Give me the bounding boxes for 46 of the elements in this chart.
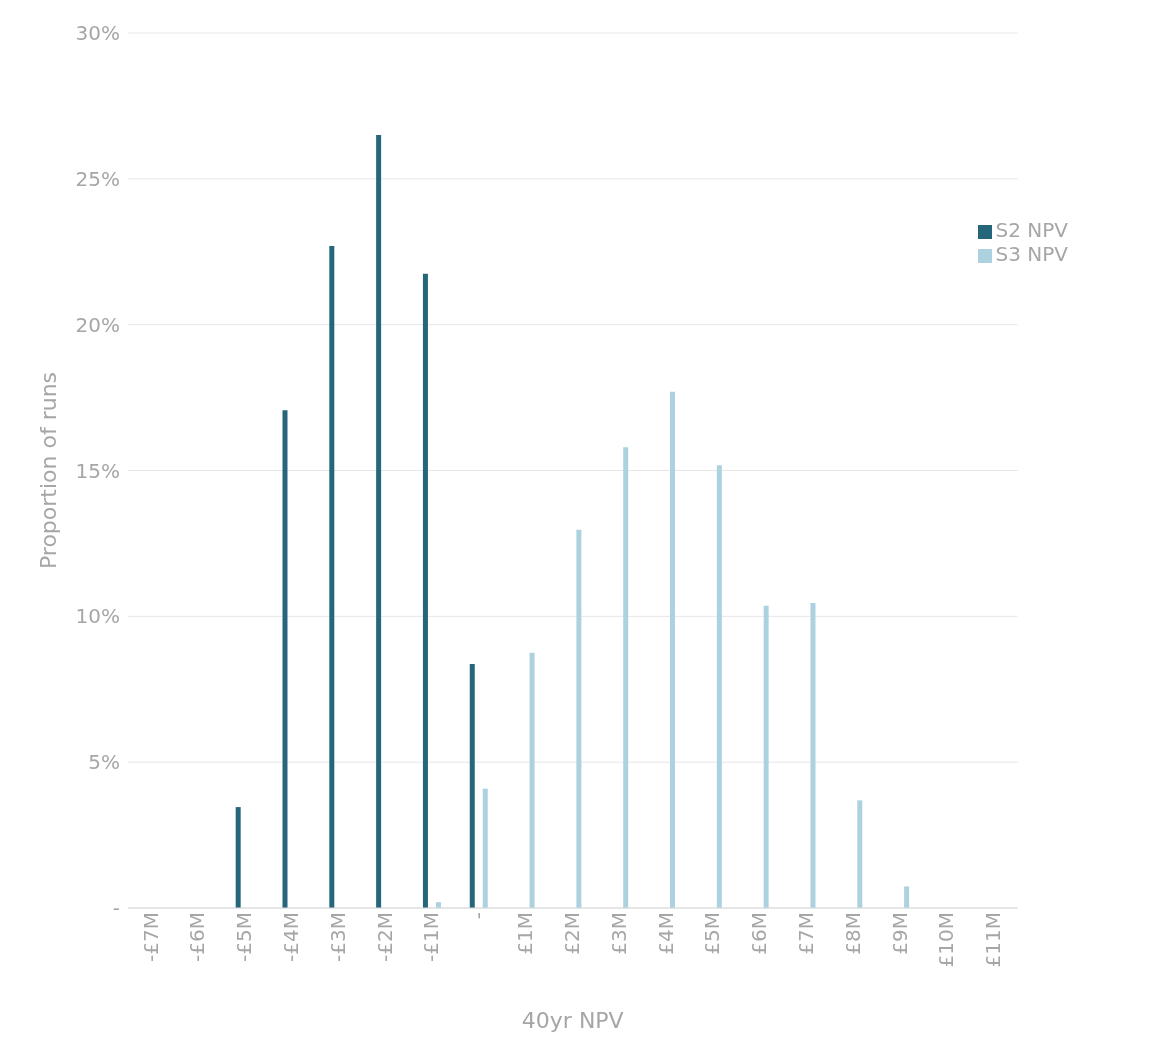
x-tick-label: -£1M [419, 912, 444, 962]
x-tick-label: £3M [606, 912, 631, 955]
bar [235, 807, 241, 908]
legend-label: S2 NPV [995, 218, 1068, 242]
bar [482, 788, 488, 908]
y-tick-label: 25% [75, 166, 120, 191]
x-tick-label: -£3M [325, 912, 350, 962]
bar [329, 245, 335, 908]
x-tick-label: -£4M [279, 912, 304, 962]
bar [529, 652, 535, 908]
y-tick-label: - [112, 896, 120, 921]
bar [670, 391, 676, 908]
y-tick-label: 10% [75, 604, 120, 629]
x-tick-label: -£6M [185, 912, 210, 962]
bar [904, 886, 910, 908]
x-tick-label: -£7M [138, 912, 163, 962]
bar [376, 135, 382, 908]
x-tick-label: £8M [840, 912, 865, 955]
x-tick-label: £4M [653, 912, 678, 955]
bar [576, 529, 582, 908]
x-axis-title: 40yr NPV [521, 1008, 624, 1033]
x-tick-label: £6M [747, 912, 772, 955]
y-tick-label: 15% [75, 458, 120, 483]
bar [763, 605, 769, 908]
bar [716, 465, 722, 908]
x-tick-label: £11M [981, 912, 1006, 968]
x-tick-label: - [466, 912, 491, 920]
x-tick-label: £5M [700, 912, 725, 955]
x-tick-label: £7M [794, 912, 819, 955]
y-axis-title: Proportion of runs [35, 371, 61, 570]
x-tick-label: £9M [887, 912, 912, 955]
x-tick-label: -£2M [372, 912, 397, 962]
bar [857, 800, 863, 908]
legend-label: S3 NPV [995, 242, 1068, 266]
x-tick-label: £2M [559, 912, 584, 955]
x-tick-label: £1M [513, 912, 538, 955]
bar [422, 273, 428, 908]
y-tick-label: 20% [75, 312, 120, 337]
bar [469, 663, 475, 908]
bar [810, 602, 816, 908]
y-tick-label: 5% [88, 750, 120, 775]
x-tick-label: -£5M [232, 912, 257, 962]
y-tick-label: 30% [75, 21, 120, 46]
bar [623, 447, 629, 908]
x-tick-label: £10M [934, 912, 959, 968]
bar [282, 410, 288, 908]
